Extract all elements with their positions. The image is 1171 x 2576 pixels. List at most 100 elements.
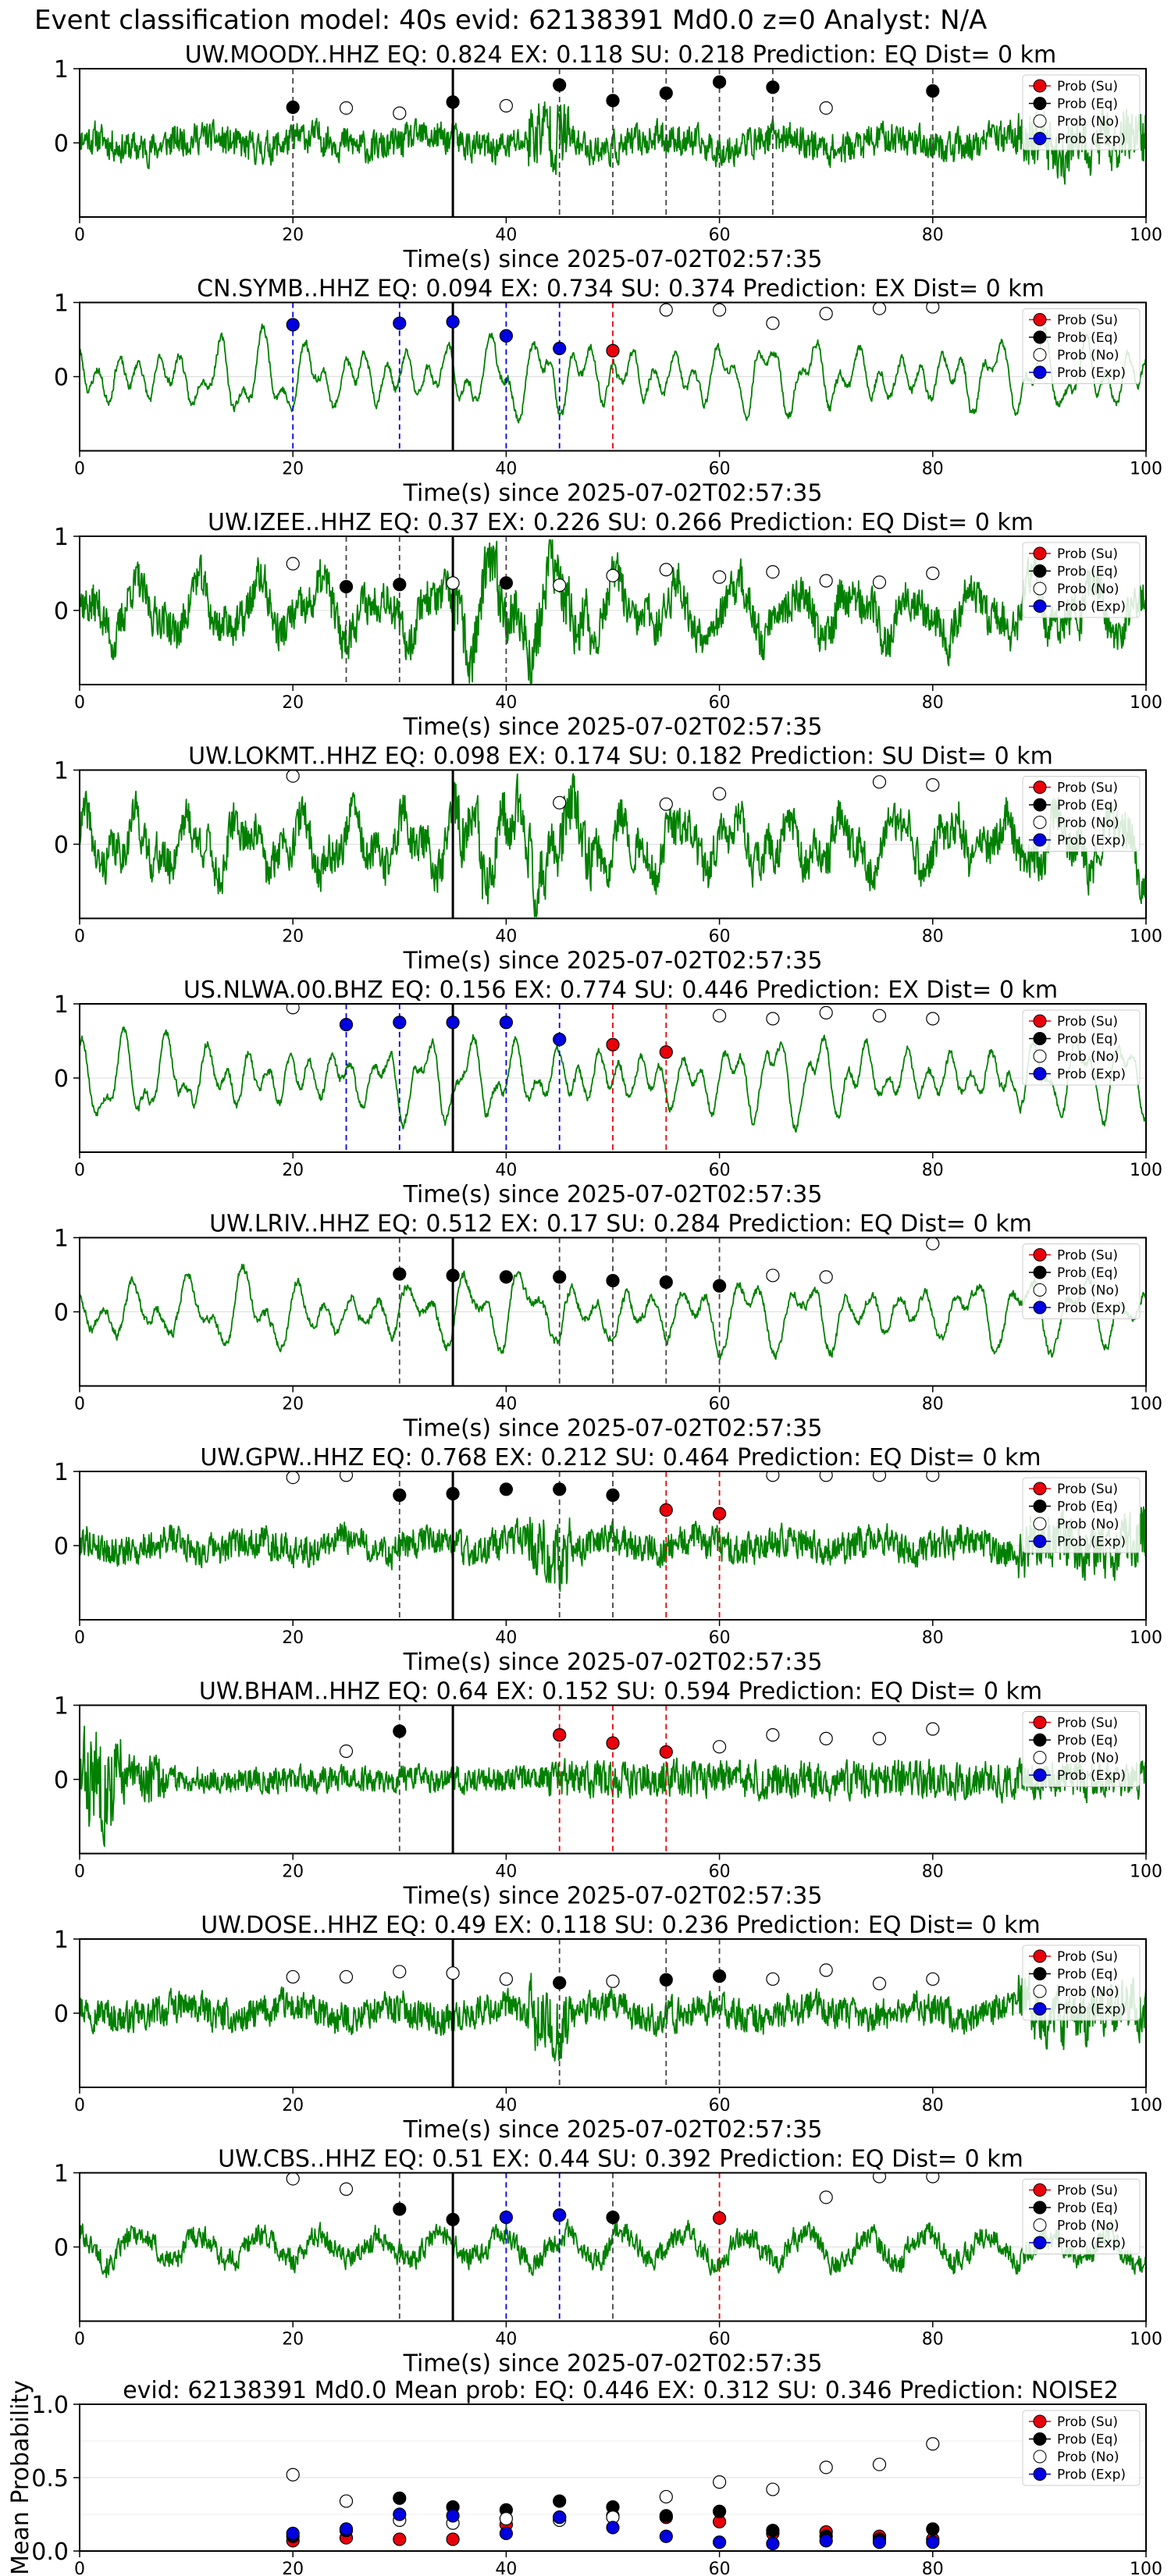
- mean-point-no: [766, 2482, 780, 2496]
- legend-marker-eq: [1033, 1265, 1047, 1279]
- legend-marker-eq: [1033, 1733, 1047, 1747]
- prob-point-eq: [712, 1969, 727, 1984]
- x-tick-label: 0: [74, 1395, 85, 1414]
- mean-point-exp: [712, 2535, 727, 2549]
- axes-frame: [79, 1938, 1147, 2088]
- legend-marker-eq: [1033, 2201, 1047, 2215]
- mean-point-eq: [926, 2522, 940, 2536]
- x-tick-label: 0: [74, 2096, 85, 2115]
- legend-marker-eq: [1033, 564, 1047, 578]
- mean-point-no: [712, 2475, 727, 2489]
- mean-point-no: [499, 2512, 514, 2526]
- prob-point-no: [819, 1963, 833, 1977]
- prob-point-su: [553, 1727, 567, 1742]
- prob-point-eq: [499, 1270, 514, 1284]
- x-tick-label: 40: [495, 927, 517, 947]
- legend-label: Prob (Eq): [1057, 1032, 1118, 1048]
- legend-label: Prob (Eq): [1057, 1265, 1118, 1281]
- panel-title: CN.SYMB..HHZ EQ: 0.094 EX: 0.734 SU: 0.3…: [197, 276, 1045, 303]
- x-tick-label: 80: [922, 693, 944, 713]
- prob-point-exp: [553, 1032, 567, 1047]
- x-tick-label: 80: [922, 2096, 944, 2115]
- legend-marker-su: [1033, 781, 1047, 794]
- x-axis-label: Time(s) since 2025-07-02T02:57:35: [403, 1649, 823, 1676]
- prob-point-no: [339, 1744, 354, 1758]
- mean-point-exp: [819, 2534, 833, 2548]
- chart-panel-7: UW.GPW..HHZ EQ: 0.768 EX: 0.212 SU: 0.46…: [54, 1444, 1162, 1676]
- prob-point-no: [766, 1012, 780, 1026]
- prob-point-no: [926, 2172, 940, 2183]
- legend-label: Prob (Exp): [1057, 1067, 1126, 1083]
- prob-point-no: [393, 1965, 407, 1979]
- x-tick-label: 0: [74, 1863, 85, 1882]
- y-tick-label: 1: [54, 2161, 69, 2188]
- legend-label: Prob (Su): [1057, 313, 1118, 329]
- x-tick-label: 0: [74, 927, 85, 947]
- mean-point-su: [393, 2532, 407, 2546]
- legend-label: Prob (Su): [1057, 1482, 1118, 1497]
- prob-point-eq: [766, 80, 780, 94]
- x-tick-label: 80: [922, 1161, 944, 1180]
- y-tick-label: 1: [54, 524, 69, 551]
- axes-frame: [79, 1003, 1147, 1153]
- legend-marker-exp: [1033, 2236, 1047, 2250]
- x-tick-label: 60: [709, 226, 731, 245]
- x-tick-label: 60: [709, 1161, 731, 1180]
- prob-point-exp: [499, 2210, 514, 2225]
- prob-point-eq: [446, 2212, 460, 2226]
- prob-point-no: [606, 1974, 620, 1988]
- mean-point-no: [926, 2437, 940, 2451]
- legend-label: Prob (Exp): [1057, 600, 1126, 615]
- prob-point-no: [766, 564, 780, 579]
- legend-marker-exp: [1033, 2002, 1047, 2016]
- prob-point-su: [659, 1045, 673, 1059]
- mean-point-no: [872, 2457, 887, 2471]
- legend-box: [1022, 1944, 1141, 2021]
- x-tick-label: 80: [922, 460, 944, 479]
- panel-title: UW.GPW..HHZ EQ: 0.768 EX: 0.212 SU: 0.46…: [200, 1444, 1041, 1471]
- prob-point-no: [553, 795, 567, 809]
- mean-point-exp: [766, 2537, 780, 2551]
- legend-label: Prob (Su): [1057, 2183, 1118, 2199]
- prob-point-no: [499, 98, 514, 113]
- prob-point-no: [872, 1976, 887, 1991]
- x-tick-label: 20: [282, 226, 304, 245]
- prob-point-no: [712, 303, 727, 317]
- legend-marker-eq: [1033, 1032, 1047, 1045]
- prob-point-no: [872, 2172, 887, 2183]
- x-tick-label: 0: [74, 1628, 85, 1648]
- x-tick-label: 40: [495, 1395, 517, 1414]
- legend-marker-exp: [1033, 365, 1047, 379]
- prob-point-su: [606, 1037, 620, 1051]
- y-tick-label: 0: [54, 598, 69, 625]
- x-tick-label: 40: [495, 2330, 517, 2350]
- prob-point-no: [926, 1237, 940, 1251]
- legend-marker-exp: [1033, 600, 1047, 613]
- x-tick-label: 100: [1130, 2096, 1162, 2115]
- legend-box: [1022, 1477, 1141, 1553]
- mean-point-eq: [712, 2504, 727, 2518]
- x-axis-label: Time(s) since 2025-07-02T02:57:35: [403, 2116, 823, 2144]
- chart-panel-4: UW.LOKMT..HHZ EQ: 0.098 EX: 0.174 SU: 0.…: [54, 743, 1162, 975]
- legend-label: Prob (Exp): [1057, 2236, 1126, 2251]
- legend-label: Prob (Eq): [1057, 1500, 1118, 1515]
- mean-point-eq: [553, 2494, 567, 2508]
- prob-point-no: [339, 2182, 354, 2196]
- legend-label: Prob (Su): [1057, 1014, 1118, 1030]
- panel-title: UW.CBS..HHZ EQ: 0.51 EX: 0.44 SU: 0.392 …: [218, 2146, 1023, 2173]
- prob-point-eq: [553, 1976, 567, 1990]
- prob-point-no: [766, 316, 780, 330]
- legend-label: Prob (Eq): [1057, 1967, 1118, 1983]
- prob-point-no: [286, 770, 300, 783]
- panel-title: UW.IZEE..HHZ EQ: 0.37 EX: 0.226 SU: 0.26…: [208, 509, 1034, 536]
- legend-label: Prob (Eq): [1057, 97, 1118, 112]
- prob-point-exp: [446, 1016, 460, 1030]
- y-tick-label: 0.0: [31, 2539, 69, 2566]
- y-tick-label: 0: [54, 365, 69, 392]
- plot-area: [80, 2172, 1146, 2322]
- y-tick-label: 1: [54, 758, 69, 785]
- prob-point-no: [712, 1740, 727, 1754]
- legend-label: Prob (Exp): [1057, 1768, 1126, 1784]
- axes-frame: [79, 2172, 1147, 2322]
- prob-point-eq: [553, 78, 567, 92]
